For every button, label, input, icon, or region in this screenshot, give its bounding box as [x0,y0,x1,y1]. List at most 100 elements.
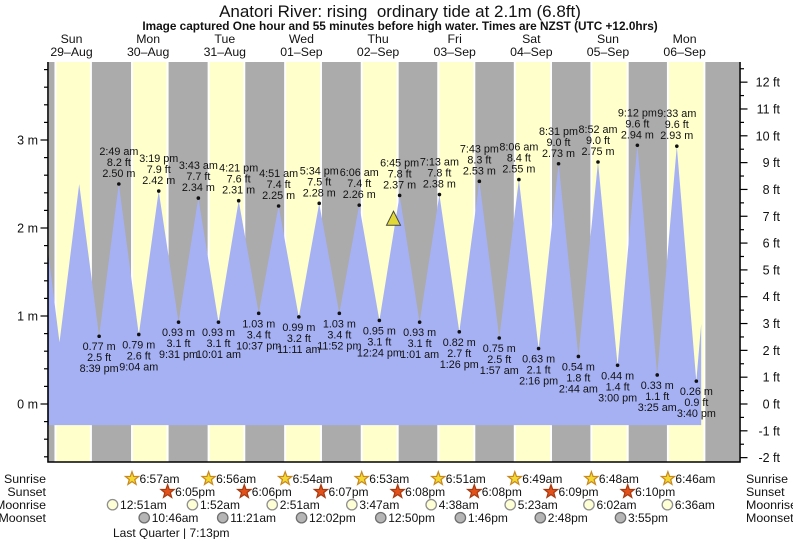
tide-point-dot [236,198,241,203]
day-header-name: Sun [61,32,83,46]
tide-low-label: 0.95 m [363,325,396,337]
sunrise-star-icon [353,469,371,486]
moonset-time: 12:50pm [388,511,435,525]
tide-low-label: 0.54 m [562,361,595,373]
tide-area-group [48,145,702,426]
right-axis-label: -2 ft [758,451,780,465]
chart-title: Anatori River: rising ordinary tide at 2… [219,2,581,21]
tide-high-label: 8:31 pm [539,126,578,138]
tide-point-dot [176,320,181,324]
right-axis-label: 2 ft [763,344,781,358]
sunset-time: 6:09pm [558,485,598,499]
tide-point-dot [477,179,482,184]
tide-high-label: 2.34 m [182,182,215,194]
tide-low-label: 0.93 m [403,327,436,339]
tide-high-label: 7.7 ft [186,171,210,183]
tide-low-label: 9:04 am [119,361,158,373]
row-label-sunset-left: Sunset [7,485,46,499]
day-header-name: Sun [597,32,619,46]
tide-low-label: 2:44 am [559,383,598,395]
moonrise-time: 6:36am [675,498,715,512]
right-axis-label: -1 ft [758,424,780,438]
day-header-name: Mon [673,32,697,46]
tide-high-label: 9:12 pm [618,107,657,119]
day-header-date: 30–Aug [127,45,170,59]
tide-high-label: 6:45 pm [380,157,419,169]
right-axis-label: 5 ft [763,263,781,277]
moonset-time: 12:02pm [309,511,356,525]
tide-high-label: 7.8 ft [427,168,451,180]
right-axis-label: 10 ft [756,129,781,143]
tide-low-label: 2.7 ft [447,348,471,360]
moonrise-icon [425,498,438,511]
sunrise-time: 6:53am [369,472,409,486]
tide-low-label: 3:25 am [638,402,677,414]
tide-low-label: 3.2 ft [287,333,311,345]
sunrise-time: 6:48am [599,472,639,486]
sunset-time: 6:08pm [405,485,445,499]
sunrise-star-icon [276,469,294,486]
moonset-icon [454,511,467,524]
moonset-time: 11:21am [230,511,276,525]
sunrise-star-icon [200,469,217,486]
tide-low-label: 1.03 m [242,318,275,330]
tide-high-label: 2:49 am [99,146,138,158]
tide-point-dot [517,177,521,182]
moonset-icon [138,511,151,524]
tide-high-label: 4:51 am [259,168,298,180]
tide-point-dot [397,193,402,198]
day-header-name: Tue [214,32,235,46]
tide-high-label: 9:33 am [657,108,696,120]
sunset-time: 6:10pm [635,485,675,499]
tide-high-label: 8:06 am [499,142,538,154]
sunset-star-icon [542,482,560,499]
current-time-marker-group [385,210,402,226]
tide-low-label: 1.8 ft [566,372,590,384]
tide-low-label: 1:57 am [480,365,519,377]
tide-high-label: 2.42 m [142,175,175,187]
night-band [49,62,55,462]
tide-high-label: 7.5 ft [307,176,331,188]
tide-high-label: 7:43 pm [460,143,499,155]
day-header-date: 31–Aug [204,45,247,59]
right-axis-label: 4 ft [763,290,781,304]
tide-low-label: 3.4 ft [247,329,271,341]
tide-point-dot [497,336,502,340]
tide-high-label: 9.0 ft [586,135,610,147]
tide-high-label: 3:43 am [179,160,218,172]
tide-low-label: 0.93 m [162,327,195,339]
tide-point-dot [117,182,121,186]
moonset-icon [534,511,547,524]
moonset-time: 2:48pm [548,511,588,525]
day-header-name: Wed [289,32,314,46]
tide-low-label: 11:52 pm [317,340,361,352]
left-axis-label: 3 m [17,134,38,148]
moonrise-icon [583,498,595,511]
day-headers: Sun29–AugMon30–AugTue31–AugWed01–SepThu0… [50,32,706,59]
sunrise-star-icon [659,469,677,486]
tide-low-label: 3.1 ft [167,338,191,350]
row-label-sunrise-left: Sunrise [4,472,46,486]
tide-point-dot [694,379,699,383]
tide-point-dot [256,311,261,316]
tide-high-label: 6:06 am [340,167,379,179]
tide-high-label: 2.75 m [581,146,614,158]
tide-high-label: 4:21 pm [219,163,258,175]
sunset-star-icon [465,482,483,499]
sunrise-time: 6:54am [293,472,333,486]
day-header-date: 01–Sep [280,45,323,59]
tide-high-label: 2.55 m [502,164,535,176]
moonset-time: 1:46pm [468,511,508,525]
day-header-name: Thu [367,32,388,46]
moonset-icon [374,511,387,524]
sunset-time: 6:06pm [252,485,292,499]
tide-point-dot [457,330,462,334]
tide-low-label: 0.99 m [282,322,315,334]
tide-low-label: 0.26 m [680,386,713,398]
tide-low-label: 3.1 ft [408,338,432,350]
astro-rows: 6:57am 6:56am 6:54am 6:53am 6:51am 6:49am 6:48… [106,469,715,525]
tide-low-label: 3.1 ft [367,336,391,348]
moonrise-time: 1:52am [200,498,240,512]
sunset-star-icon [389,482,406,499]
